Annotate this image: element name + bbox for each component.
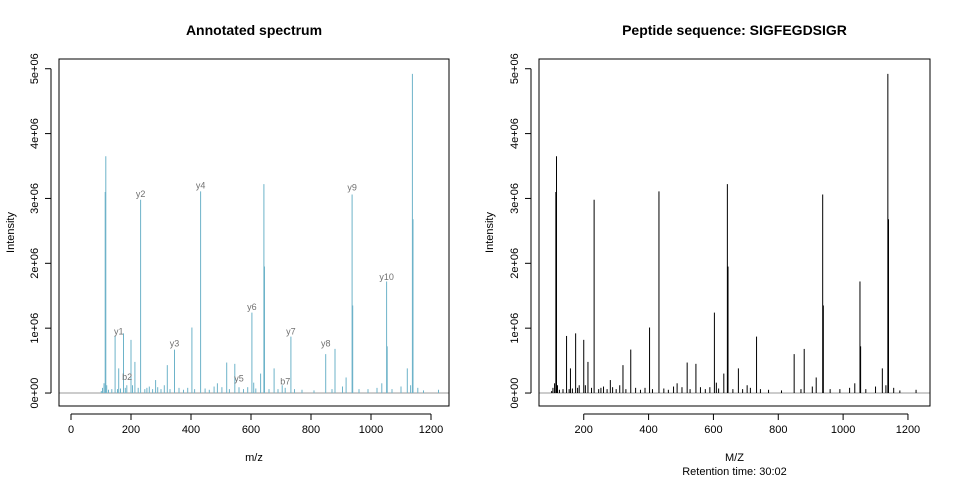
x-tick-label: 200 xyxy=(575,424,593,436)
y-tick-label: 5e+06 xyxy=(29,53,41,84)
x-tick-label: 0 xyxy=(68,424,74,436)
x-tick-label: 600 xyxy=(242,424,260,436)
y-axis-label: Intensity xyxy=(484,212,496,253)
peak-annotation: y10 xyxy=(379,272,394,282)
y-tick-label: 1e+06 xyxy=(29,313,41,344)
x-tick-label: 800 xyxy=(302,424,320,436)
y-axis-label: Intensity xyxy=(5,212,17,253)
plot-frame xyxy=(58,58,450,407)
y-tick-label: 2e+06 xyxy=(29,248,41,279)
x-tick-label: 600 xyxy=(704,424,722,436)
y-tick-label: 1e+06 xyxy=(509,313,521,344)
chart-subtitle: Retention time: 30:02 xyxy=(682,466,787,478)
peak-annotation: y3 xyxy=(170,338,180,348)
x-tick-label: 800 xyxy=(769,424,787,436)
x-tick-label: 200 xyxy=(122,424,140,436)
peak-annotation: y4 xyxy=(196,181,206,191)
spectrum-peaks xyxy=(100,73,439,394)
y-tick-label: 3e+06 xyxy=(509,183,521,214)
y-tick-label: 0e+00 xyxy=(509,378,521,409)
x-axis-label: m/z xyxy=(245,452,263,464)
x-axis-label: M/Z xyxy=(725,452,744,464)
peak-annotation: y9 xyxy=(347,183,357,193)
x-tick-label: 1200 xyxy=(896,424,920,436)
peak-annotation: b2 xyxy=(122,372,132,382)
chart-title: Annotated spectrum xyxy=(186,22,322,38)
peak-annotation: y5 xyxy=(234,373,244,383)
y-tick-label: 4e+06 xyxy=(509,118,521,149)
x-tick-label: 1000 xyxy=(359,424,383,436)
x-tick-label: 400 xyxy=(639,424,657,436)
annotated-spectrum-panel: Annotated spectrum y1 b2 y2 y3 y4 y5 y6 b7 y7 y8 y9… xyxy=(5,22,450,464)
x-tick-label: 1200 xyxy=(419,424,443,436)
y-tick-label: 2e+06 xyxy=(509,248,521,279)
y-tick-label: 5e+06 xyxy=(509,53,521,84)
peak-annotation: y8 xyxy=(321,338,331,348)
x-tick-label: 400 xyxy=(182,424,200,436)
peak-annotation: y6 xyxy=(247,302,257,312)
peak-annotation: y7 xyxy=(286,327,296,337)
peak-annotation: y1 xyxy=(114,327,124,337)
y-tick-label: 0e+00 xyxy=(29,378,41,409)
y-tick-label: 3e+06 xyxy=(29,183,41,214)
peak-annotation: b7 xyxy=(280,377,290,387)
peptide-sequence-panel: Peptide sequence: SIGFEGDSIGR 200 400 600 80… xyxy=(484,22,931,478)
y-tick-label: 4e+06 xyxy=(29,118,41,149)
peak-annotation: y2 xyxy=(136,189,146,199)
x-tick-label: 1000 xyxy=(831,424,855,436)
spectrum-peaks xyxy=(551,73,917,394)
chart-title: Peptide sequence: SIGFEGDSIGR xyxy=(622,22,847,38)
plot-frame xyxy=(538,58,931,407)
